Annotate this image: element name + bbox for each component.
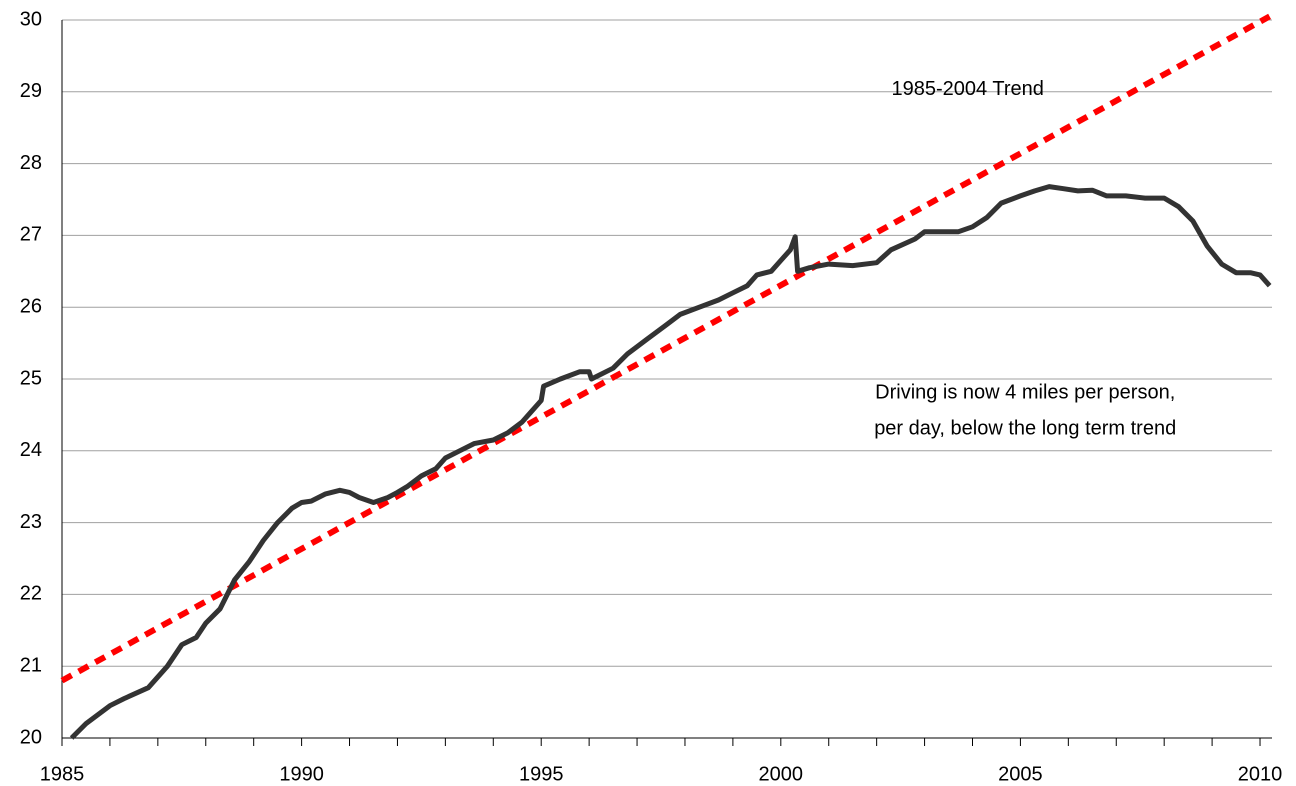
y-tick-label: 26 — [20, 295, 42, 317]
x-tick-label: 2000 — [759, 763, 804, 785]
annotation: 1985-2004 Trend — [892, 78, 1044, 100]
y-tick-label: 22 — [20, 583, 42, 605]
x-tick-label: 1995 — [519, 763, 564, 785]
y-tick-label: 27 — [20, 224, 42, 246]
y-tick-label: 20 — [20, 726, 42, 748]
trend-line — [60, 13, 1272, 684]
y-tick-label: 29 — [20, 80, 42, 102]
x-tick-label: 2005 — [998, 763, 1043, 785]
x-tick-label: 1990 — [279, 763, 324, 785]
y-tick-label: 24 — [20, 439, 42, 461]
y-tick-label: 30 — [20, 8, 42, 30]
y-tick-label: 23 — [20, 511, 42, 533]
annotation: per day, below the long term trend — [874, 418, 1176, 440]
x-tick-label: 1985 — [40, 763, 85, 785]
y-tick-label: 25 — [20, 367, 42, 389]
data-line — [69, 184, 1272, 740]
y-tick-label: 21 — [20, 654, 42, 676]
annotation: Driving is now 4 miles per person, — [875, 382, 1175, 404]
y-tick-label: 28 — [20, 152, 42, 174]
x-tick-label: 2010 — [1238, 763, 1283, 785]
